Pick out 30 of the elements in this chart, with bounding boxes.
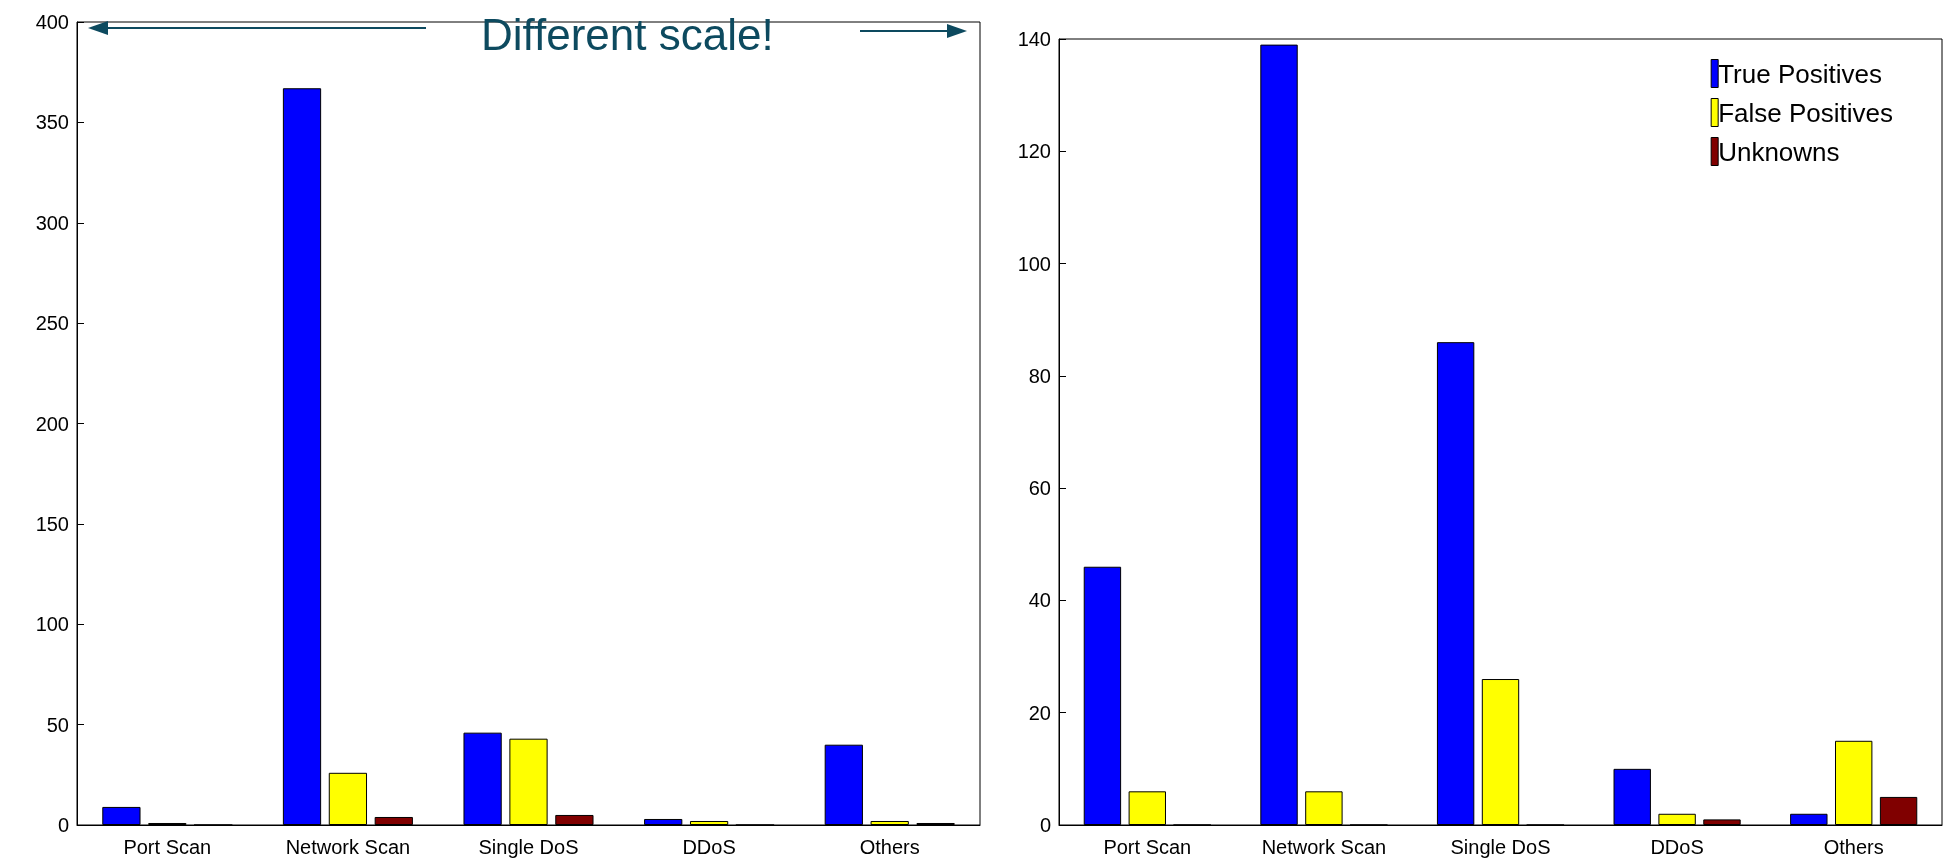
y-tick-label: 400: [35, 11, 69, 33]
y-tick-label: 100: [35, 613, 69, 636]
x-tick-label: DDoS: [1650, 836, 1704, 858]
x-tick-label: Single DoS: [1450, 836, 1551, 858]
x-tick-label: Port Scan: [1103, 836, 1192, 858]
x-tick-label: Network Scan: [1261, 836, 1387, 858]
x-tick-label: Network Scan: [285, 836, 411, 858]
x-tick-label: Others: [859, 836, 920, 858]
x-tick-label: DDoS: [682, 836, 736, 858]
y-tick-label: 150: [35, 512, 69, 535]
y-tick-label: 140: [1017, 28, 1051, 50]
y-tick-label: 20: [1028, 701, 1051, 724]
y-tick-label: 300: [35, 211, 69, 234]
x-tick-label: Port Scan: [123, 836, 212, 858]
x-tick-label: Single DoS: [478, 836, 579, 858]
x-tick-label: Others: [1823, 836, 1884, 858]
y-tick-label: 50: [46, 713, 69, 736]
y-tick-label: 0: [57, 814, 69, 836]
y-tick-label: 100: [1017, 252, 1051, 275]
y-tick-label: 200: [35, 412, 69, 435]
y-tick-label: 0: [1039, 814, 1051, 836]
y-tick-label: 350: [35, 111, 69, 134]
y-tick-label: 40: [1028, 589, 1051, 612]
legend-label: False Positives: [1718, 97, 1893, 128]
y-tick-label: 80: [1028, 364, 1051, 387]
y-tick-label: 250: [35, 312, 69, 335]
annotation: Different scale!: [481, 9, 774, 59]
y-tick-label: 120: [1017, 140, 1051, 163]
legend-label: Unknowns: [1718, 136, 1840, 167]
y-tick-label: 60: [1028, 477, 1051, 500]
